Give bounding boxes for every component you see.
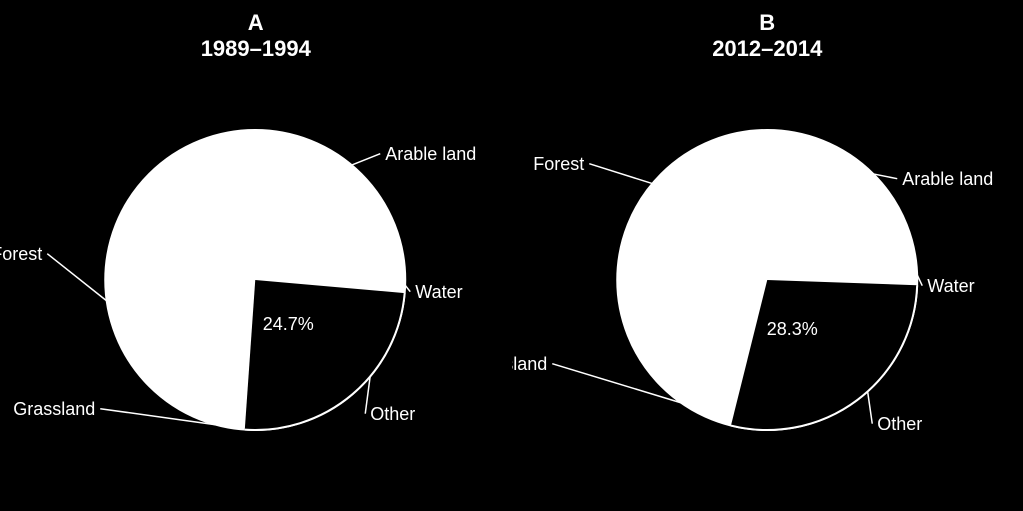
panel-a-chart: 24.7% Arable land Water Other Grassland Fores… [0, 0, 512, 511]
category-label: Arable land [385, 144, 476, 164]
leader-line [867, 391, 872, 423]
category-label: Grassland [13, 399, 95, 419]
leader-line [589, 164, 652, 184]
chart-container: A 1989–1994 24.7%Arable landWaterOtherGr… [0, 0, 1023, 511]
panel-b: B 2012–2014 28.3%Arable landWaterOtherGr… [512, 0, 1023, 511]
panel-b-chart: 28.3% Arable land Water Other Grassland Fores… [512, 0, 1023, 511]
slice-percent-label: 24.7% [263, 314, 314, 334]
category-label: Forest [533, 154, 584, 174]
panel-a: A 1989–1994 24.7%Arable landWaterOtherGr… [0, 0, 512, 511]
category-label: Water [415, 282, 462, 302]
slice-percent-label: 28.3% [766, 319, 817, 339]
category-label: Forest [0, 244, 42, 264]
leader-line [352, 154, 381, 165]
category-label: Arable land [902, 169, 993, 189]
leader-line [47, 254, 106, 301]
category-label: Grassland [512, 354, 547, 374]
category-label: Water [927, 276, 974, 296]
category-label: Other [370, 404, 415, 424]
category-label: Other [877, 414, 922, 434]
